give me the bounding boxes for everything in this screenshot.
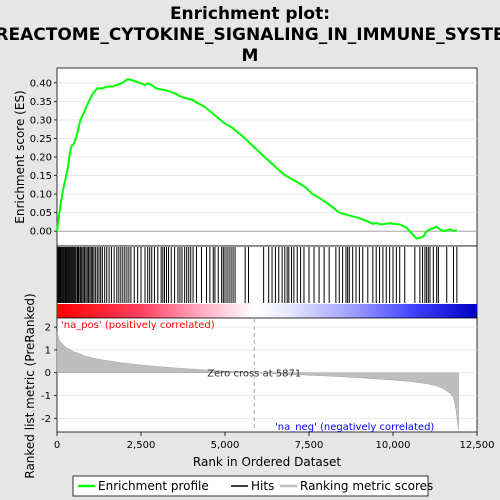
x-tick-label: 2,500 <box>127 440 156 451</box>
metric-y-ticks: -2 -1 0 1 2 <box>41 323 57 425</box>
es-y-tick-label: 0.00 <box>30 227 52 238</box>
metric-y-tick-label: -1 <box>41 391 51 402</box>
x-ticks: 0 2,500 5,000 7,500 10,000 12,500 <box>54 432 495 451</box>
metric-y-tick-label: 0 <box>45 368 51 379</box>
legend-hits-label: Hits <box>251 479 274 493</box>
es-y-tick-label: 0.20 <box>30 153 52 164</box>
chart-title-line1: Enrichment plot: <box>170 4 330 24</box>
legend-profile-label: Enrichment profile <box>98 479 209 493</box>
es-y-axis-label: Enrichment score (ES) <box>13 90 27 223</box>
x-axis-label: Rank in Ordered Dataset <box>193 455 341 469</box>
enrichment-profile-line <box>56 78 458 240</box>
neg-correlated-label: 'na_neg' (negatively correlated) <box>275 422 434 433</box>
x-tick-label: 5,000 <box>211 440 240 451</box>
ranking-metric-area <box>56 331 459 430</box>
es-y-ticks: 0.00 0.05 0.10 0.15 0.20 0.25 0.30 0.35 0.40 <box>30 78 57 238</box>
metric-y-tick-label: -2 <box>41 414 51 425</box>
es-y-tick-label: 0.10 <box>30 190 52 201</box>
es-y-tick-label: 0.40 <box>30 78 52 89</box>
es-y-tick-label: 0.15 <box>30 171 52 182</box>
zero-cross-label: Zero cross at 5871 <box>207 369 301 380</box>
hit-marks <box>57 247 458 303</box>
x-tick-label: 0 <box>54 440 60 451</box>
es-y-tick-label: 0.35 <box>30 97 52 108</box>
chart-title-line2: REACTOME_CYTOKINE_SIGNALING_IN_IMMUNE_SY… <box>0 25 500 45</box>
pos-correlated-label: 'na_pos' (positively correlated) <box>61 320 215 331</box>
x-tick-label: 10,000 <box>376 440 411 451</box>
es-y-tick-label: 0.25 <box>30 134 52 145</box>
x-tick-label: 7,500 <box>295 440 324 451</box>
legend-metric-label: Ranking metric scores <box>300 479 433 493</box>
es-y-tick-label: 0.05 <box>30 208 52 219</box>
x-tick-label: 12,500 <box>460 440 495 451</box>
chart-title-line3: M <box>242 46 259 66</box>
metric-y-tick-label: 2 <box>45 323 51 334</box>
es-y-tick-label: 0.30 <box>30 115 52 126</box>
legend-box <box>72 475 429 497</box>
metric-y-axis-label: Ranked list metric (PreRanked) <box>23 293 37 478</box>
ranked-color-bar <box>57 304 477 318</box>
metric-y-tick-label: 1 <box>45 345 51 356</box>
